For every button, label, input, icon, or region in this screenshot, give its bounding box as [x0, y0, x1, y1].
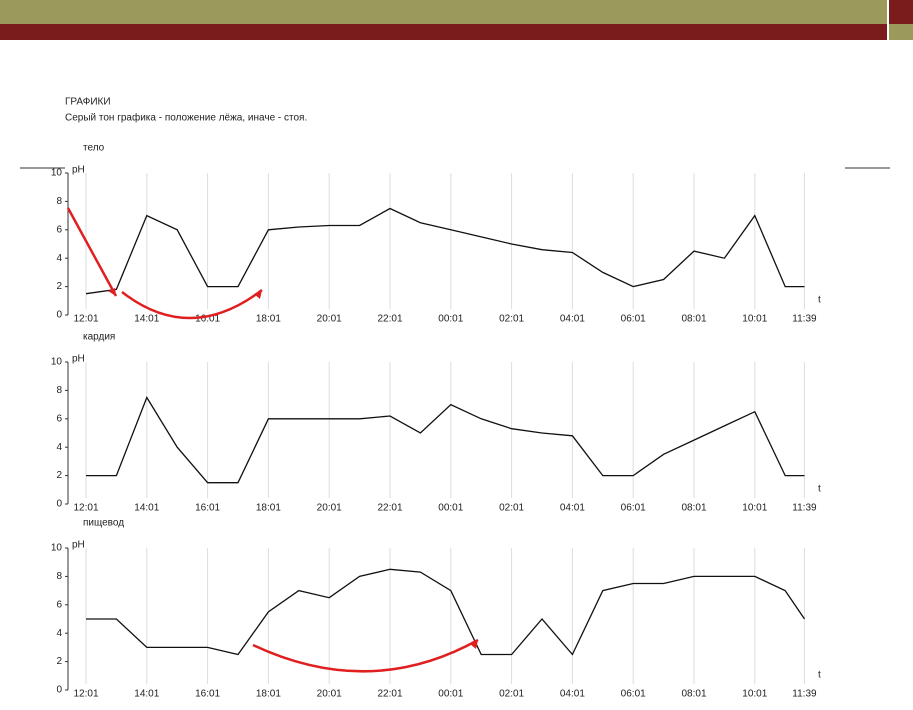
x-tick-label: 14:01 [134, 689, 159, 700]
x-tick-label: 06:01 [621, 503, 646, 514]
y-tick-label: 10 [51, 357, 63, 368]
x-tick-label: 18:01 [256, 503, 281, 514]
arrow-head [254, 290, 262, 299]
corner-square [889, 0, 913, 24]
top-stripe [0, 24, 887, 40]
x-tick-label: 14:01 [134, 503, 159, 514]
x-tick-label: 22:01 [377, 689, 402, 700]
x-tick-label: 04:01 [560, 314, 585, 325]
x-tick-label: 22:01 [377, 314, 402, 325]
x-axis-label: t [818, 670, 821, 681]
x-tick-label: 00:01 [438, 314, 463, 325]
y-tick-label: 6 [56, 413, 62, 424]
x-tick-label: 20:01 [317, 503, 342, 514]
x-tick-label: 06:01 [621, 689, 646, 700]
y-tick-label: 0 [56, 499, 62, 510]
header-title: ГРАФИКИ [65, 97, 111, 108]
chart-title: пищевод [83, 518, 124, 529]
arrow [252, 638, 479, 673]
arrow [121, 289, 263, 320]
x-tick-label: 18:01 [256, 314, 281, 325]
y-tick-label: 8 [56, 571, 62, 582]
x-tick-label: 11:39 [792, 503, 817, 514]
arrow-head [108, 288, 116, 296]
chart-title: кардия [83, 332, 115, 343]
chart-title: тело [83, 143, 105, 154]
y-tick-label: 0 [56, 685, 62, 696]
x-tick-label: 08:01 [681, 689, 706, 700]
x-tick-label: 22:01 [377, 503, 402, 514]
y-axis-label: pH [72, 165, 85, 176]
x-tick-label: 12:01 [73, 689, 98, 700]
x-tick-label: 14:01 [134, 314, 159, 325]
x-tick-label: 00:01 [438, 503, 463, 514]
y-tick-label: 2 [56, 281, 62, 292]
x-tick-label: 08:01 [681, 503, 706, 514]
x-tick-label: 02:01 [499, 689, 524, 700]
x-tick-label: 08:01 [681, 314, 706, 325]
x-tick-label: 02:01 [499, 503, 524, 514]
y-tick-label: 10 [51, 543, 63, 554]
y-tick-label: 2 [56, 470, 62, 481]
ph-line [85, 207, 805, 295]
charts: тело pH t 0 2 4 6 8 10 12:01 14:01 16:01 18:01 20:01 2… [51, 143, 821, 700]
y-tick-label: 8 [56, 385, 62, 396]
ph-line [86, 568, 806, 656]
x-tick-label: 11:39 [792, 689, 817, 700]
x-tick-label: 00:01 [438, 689, 463, 700]
x-tick-label: 18:01 [256, 689, 281, 700]
ph-line [86, 396, 805, 484]
y-tick-label: 8 [56, 196, 62, 207]
y-tick-label: 4 [56, 253, 62, 264]
x-tick-label: 10:01 [742, 689, 767, 700]
x-tick-label: 12:01 [73, 314, 98, 325]
x-tick-label: 11:39 [792, 314, 817, 325]
x-axis-label: t [818, 484, 821, 495]
top-band [0, 0, 887, 24]
y-tick-label: 6 [56, 224, 62, 235]
y-tick-label: 0 [56, 310, 62, 321]
x-tick-label: 12:01 [73, 503, 98, 514]
x-tick-label: 16:01 [195, 689, 220, 700]
y-tick-label: 4 [56, 442, 62, 453]
x-tick-label: 06:01 [621, 314, 646, 325]
x-tick-label: 04:01 [560, 503, 585, 514]
corner-square [889, 24, 913, 40]
y-axis-label: pH [72, 354, 85, 365]
y-tick-label: 4 [56, 628, 62, 639]
y-tick-label: 2 [56, 656, 62, 667]
x-tick-label: 16:01 [195, 314, 220, 325]
x-tick-label: 20:01 [317, 314, 342, 325]
y-tick-label: 6 [56, 599, 62, 610]
y-tick-label: 10 [51, 168, 63, 179]
x-tick-label: 10:01 [742, 503, 767, 514]
x-tick-label: 04:01 [560, 689, 585, 700]
x-tick-label: 16:01 [195, 503, 220, 514]
arrow [66, 207, 118, 297]
x-axis-label: t [818, 295, 821, 306]
x-tick-label: 02:01 [499, 314, 524, 325]
header-subtitle: Серый тон графика - положение лёжа, инач… [65, 112, 307, 124]
x-tick-label: 10:01 [742, 314, 767, 325]
y-axis-label: pH [72, 540, 85, 551]
x-tick-label: 20:01 [317, 689, 342, 700]
arrow-head [470, 640, 478, 649]
